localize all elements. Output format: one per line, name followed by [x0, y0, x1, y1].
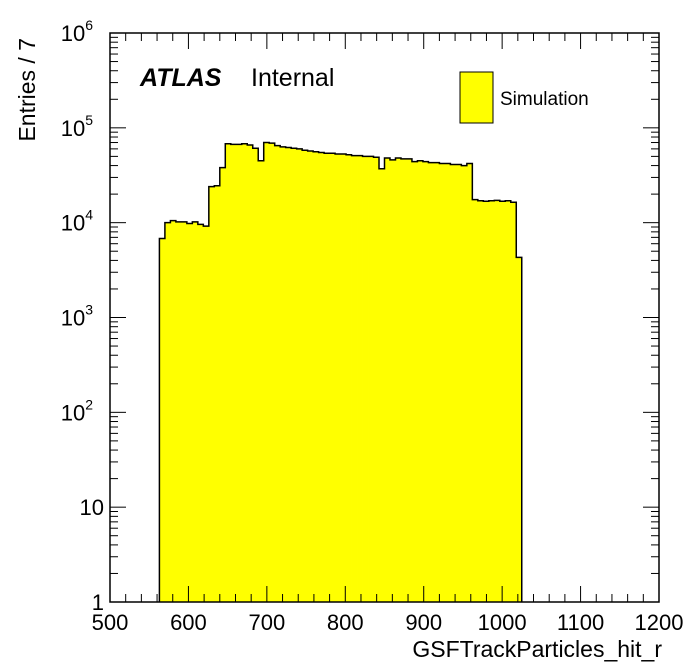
histogram-bin — [296, 148, 303, 602]
x-tick-labels: 500 600 700 800 900 1000 1100 1200 — [92, 610, 684, 635]
histogram-bin — [313, 151, 320, 602]
histogram-bin — [302, 150, 309, 602]
histogram-bin — [241, 143, 248, 602]
histogram-bin — [236, 144, 243, 602]
x-tick-label: 600 — [170, 610, 207, 635]
y-tick-labels: 1 10 102 103 104 105 106 — [61, 17, 104, 615]
histogram-bin — [368, 156, 374, 602]
x-tick-label: 900 — [405, 610, 442, 635]
histogram-bin — [208, 186, 215, 602]
histogram-bin — [186, 223, 193, 603]
histogram-bin — [357, 155, 363, 602]
atlas-label: ATLAS Internal — [139, 64, 334, 92]
histogram-bin — [258, 160, 265, 603]
histogram-bin — [488, 200, 495, 602]
histogram-bin — [247, 144, 254, 602]
histogram-bin — [214, 185, 221, 602]
histogram-bin — [203, 226, 210, 603]
histogram-bin — [417, 160, 424, 603]
histogram-bin — [400, 158, 407, 602]
histogram-bin — [472, 199, 479, 602]
histogram-bin — [444, 163, 451, 602]
histogram-bin — [477, 200, 484, 602]
y-tick-label: 106 — [61, 17, 93, 46]
axis-ticks — [109, 32, 660, 603]
legend: Simulation — [459, 71, 589, 124]
histogram-bin — [450, 164, 457, 603]
histogram-bin — [291, 148, 298, 602]
histogram-bin — [175, 221, 182, 603]
histogram-bin — [219, 167, 226, 603]
x-tick-label: 800 — [327, 610, 364, 635]
histogram-bin — [252, 148, 259, 602]
legend-swatch — [459, 71, 494, 124]
histogram-bin — [428, 162, 435, 602]
histogram-bin — [373, 157, 380, 602]
y-axis-title: Entries / 7 — [14, 38, 40, 142]
histogram-bin — [395, 158, 402, 602]
histogram-bin — [439, 163, 446, 602]
histogram-bin — [362, 156, 369, 602]
histogram-bin — [340, 153, 347, 602]
histogram-bin — [505, 200, 512, 602]
histogram-bin — [159, 238, 166, 602]
histogram-bin — [351, 155, 358, 602]
histogram-bin — [170, 220, 177, 602]
y-tick-label: 102 — [61, 396, 93, 425]
histogram-bin — [406, 158, 413, 602]
x-tick-label: 1000 — [478, 610, 527, 635]
histogram-bin — [285, 147, 292, 602]
histogram-bin — [274, 145, 281, 602]
atlas-status-label: Internal — [251, 64, 334, 92]
x-tick-label: 1200 — [635, 610, 684, 635]
legend-entry-label: Simulation — [500, 89, 589, 110]
histogram-bin — [384, 158, 391, 602]
histogram-bars — [159, 142, 523, 603]
y-tick-label: 10 — [80, 495, 104, 520]
histogram-outline — [158, 141, 523, 602]
histogram-bin — [324, 153, 330, 603]
histogram-bin — [329, 153, 336, 603]
histogram-bin — [455, 164, 462, 603]
histogram-bin — [379, 168, 385, 602]
x-axis-title: GSFTrackParticles_hit_r — [412, 636, 662, 662]
x-tick-label: 700 — [248, 610, 285, 635]
histogram-bin — [335, 153, 341, 602]
x-tick-label: 500 — [92, 610, 129, 635]
atlas-experiment-label: ATLAS — [139, 64, 222, 92]
histogram-bin — [280, 146, 287, 602]
histogram-bin — [263, 142, 270, 603]
histogram-bin — [422, 161, 429, 602]
histogram-bin — [164, 222, 171, 602]
histogram-bin — [318, 152, 325, 602]
y-tick-label: 103 — [61, 302, 93, 331]
histogram-bin — [389, 159, 396, 603]
histogram-bin — [516, 257, 523, 602]
histogram-bin — [181, 221, 188, 603]
histogram-bin — [411, 161, 418, 602]
histogram-bin — [192, 221, 199, 603]
histogram-bin — [269, 143, 276, 602]
histogram-bin — [461, 165, 468, 603]
histogram-bin — [197, 224, 204, 602]
y-tick-label: 1 — [92, 590, 104, 615]
histogram-bin — [225, 143, 232, 602]
y-tick-label: 104 — [61, 207, 93, 236]
histogram-bin — [499, 201, 506, 602]
x-tick-label: 1100 — [557, 610, 604, 635]
histogram-bin — [307, 150, 314, 602]
histogram-bin — [433, 162, 440, 602]
histogram-bin — [483, 201, 490, 602]
histogram-bin — [510, 202, 517, 603]
histogram-bin — [230, 144, 237, 602]
y-tick-label: 105 — [61, 112, 93, 141]
histogram-bin — [466, 163, 473, 602]
histogram-bin — [346, 154, 352, 602]
histogram-bin — [494, 200, 501, 602]
